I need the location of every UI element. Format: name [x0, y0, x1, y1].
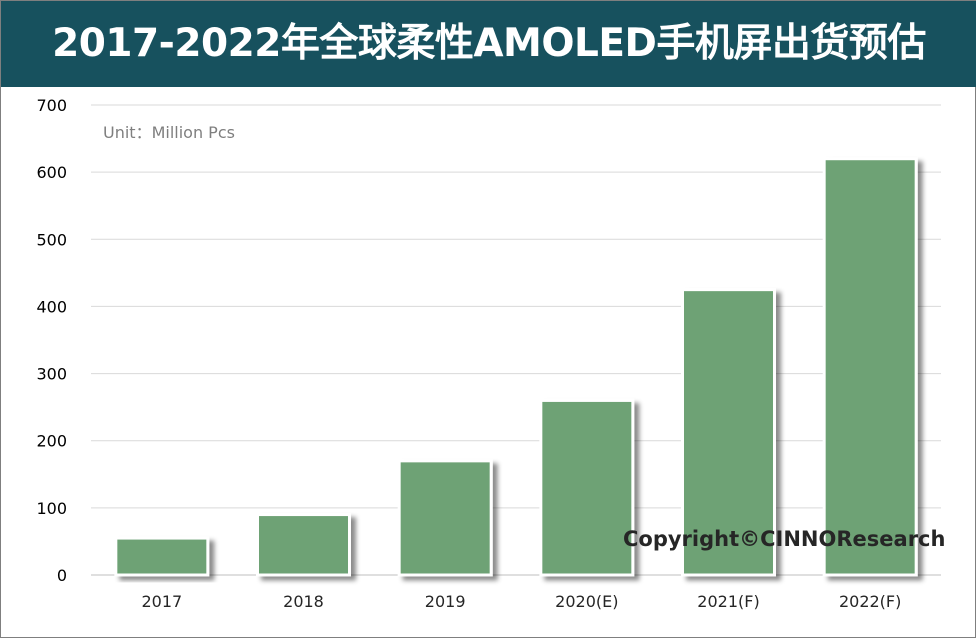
- bar-2022(F): [822, 157, 918, 577]
- title-bar: [1, 1, 976, 87]
- y-tick-label-300: 300: [36, 365, 67, 384]
- y-tick-labels: 0 100 200 300 400 500 600 700: [36, 96, 67, 585]
- y-tick-label-100: 100: [36, 499, 67, 518]
- copyright-watermark: Copyright©CINNOResearch: [623, 527, 946, 551]
- x-tick-label-2022(F): 2022(F): [839, 592, 901, 611]
- y-tick-label-600: 600: [36, 163, 67, 182]
- y-tick-label-500: 500: [36, 230, 67, 249]
- y-tick-label-200: 200: [36, 432, 67, 451]
- y-tick-label-700: 700: [36, 96, 67, 115]
- bar-2021(F): [681, 288, 776, 577]
- bar-2018: [256, 513, 351, 577]
- bar-2019: [397, 459, 493, 577]
- bar-2020(E): [539, 398, 635, 577]
- unit-label: Unit：Million Pcs: [103, 123, 235, 142]
- chart-title: 2017-2022年全球柔性AMOLED手机屏出货预估: [52, 21, 926, 66]
- x-tick-labels: 2017 2018 2019 2020(E) 2021(F) 2022(F): [141, 592, 901, 611]
- x-tick-label-2019: 2019: [425, 592, 466, 611]
- x-tick-label-2018: 2018: [283, 592, 324, 611]
- y-tick-label-400: 400: [36, 297, 67, 316]
- x-tick-label-2020(E): 2020(E): [555, 592, 618, 611]
- x-tick-label-2021(F): 2021(F): [697, 592, 759, 611]
- y-tick-label-0: 0: [57, 566, 67, 585]
- x-tick-label-2017: 2017: [141, 592, 182, 611]
- bar-2017: [114, 536, 210, 577]
- gridlines: [91, 104, 941, 509]
- bars: [114, 157, 918, 577]
